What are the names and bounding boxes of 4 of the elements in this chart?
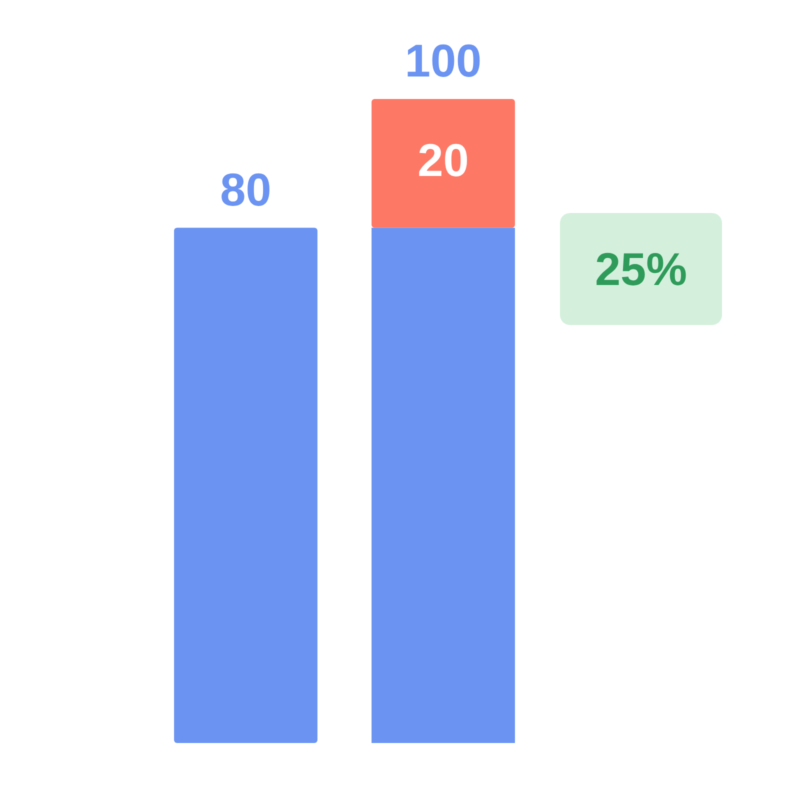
data-label: 80 xyxy=(220,163,272,216)
text: 25% xyxy=(560,213,722,325)
total-label: 100 xyxy=(404,34,482,87)
data-label: 20 xyxy=(418,134,469,186)
